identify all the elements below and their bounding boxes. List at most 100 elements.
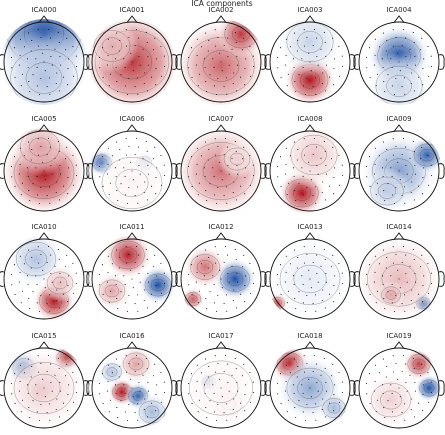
ear-left: [175, 54, 182, 70]
sensor-dot: [332, 146, 334, 148]
sensor-dot: [234, 357, 236, 360]
sensor-dot: [108, 411, 110, 413]
component-label: ICA004: [386, 6, 412, 14]
sensor-dot: [68, 384, 70, 386]
sensor-dot: [392, 355, 394, 357]
ear-left: [0, 163, 5, 179]
sensor-dot: [215, 310, 218, 313]
sensor-dot: [191, 185, 193, 188]
sensor-dot: [334, 275, 336, 277]
sensor-dot: [219, 161, 221, 163]
sensor-dot: [66, 363, 68, 365]
sensor-dot: [310, 179, 312, 181]
sensor-dot: [236, 173, 239, 175]
sensor-dot: [387, 400, 389, 402]
ear-right: [260, 54, 267, 70]
sensor-dot: [48, 294, 51, 296]
sensor-dot: [418, 185, 420, 187]
contour-line: [25, 249, 47, 269]
sensor-dot: [138, 254, 140, 256]
sensor-dot: [401, 44, 403, 47]
sensor-dot: [198, 399, 200, 401]
sensor-dot: [214, 154, 217, 156]
ear-left: [86, 380, 93, 396]
sensor-dot: [98, 382, 101, 385]
sensor-dot: [11, 393, 13, 395]
sensor-dot: [196, 271, 198, 273]
sensor-dot: [214, 45, 217, 47]
sensor-dot: [395, 403, 397, 406]
sensor-dot: [223, 44, 225, 47]
sensor-dot: [232, 300, 234, 302]
sensor-dot: [190, 373, 193, 375]
sensor-dot: [30, 50, 32, 52]
nose: [215, 341, 227, 349]
sensor-dot: [21, 73, 23, 75]
component-label: ICA008: [297, 115, 322, 123]
sensor-dot: [405, 381, 407, 384]
sensor-dot: [142, 374, 144, 376]
sensor-dot: [321, 192, 323, 194]
sensor-dot: [75, 381, 77, 383]
sensor-dot: [297, 256, 299, 258]
sensor-dot: [373, 281, 375, 283]
sensor-dot: [40, 403, 42, 406]
sensor-dot: [398, 170, 400, 172]
sensor-dot: [324, 150, 326, 152]
nose: [126, 15, 138, 23]
sensor-dot: [146, 150, 148, 152]
nose: [393, 124, 405, 132]
sensor-dot: [373, 173, 375, 175]
sensor-dot: [341, 65, 344, 68]
sensor-dot: [198, 290, 200, 292]
sensor-dot: [308, 52, 310, 54]
sensor-dot: [430, 272, 432, 274]
sensor-dot: [314, 403, 317, 405]
contour-line: [190, 254, 220, 280]
sensor-dot: [414, 281, 417, 283]
field-ica018: [267, 345, 353, 431]
sensor-dot: [42, 52, 44, 54]
contour-line: [279, 253, 341, 305]
field-ica010: [1, 236, 87, 322]
sensor-dot: [38, 310, 41, 313]
field-blob: [415, 374, 442, 402]
sensor-dot: [384, 307, 386, 310]
sensor-dot: [412, 31, 414, 34]
sensor-dot: [324, 258, 326, 260]
sensor-dot: [302, 283, 304, 286]
sensor-dot: [132, 70, 134, 72]
sensor-dot: [412, 140, 414, 143]
sensor-dot: [334, 167, 336, 169]
sensor-dot: [56, 72, 58, 74]
head-outline: [3, 130, 85, 212]
component-label: ICA001: [119, 6, 144, 14]
sensor-dot: [309, 170, 311, 172]
component-label: ICA000: [31, 6, 56, 14]
sensor-dot: [195, 173, 197, 175]
sensor-dot: [130, 269, 132, 271]
sensor-dot: [422, 177, 424, 179]
sensor-dot: [63, 293, 65, 295]
sensor-dot: [292, 58, 295, 60]
sensor-dot: [323, 248, 325, 251]
sensor-dot: [284, 281, 286, 283]
sensor-dot: [50, 55, 52, 58]
topomap-ica002: ICA002: [175, 6, 267, 105]
sensor-dot: [223, 370, 225, 373]
field-ica005: [1, 128, 87, 214]
sensor-dot: [10, 56, 13, 59]
sensor-dot: [399, 396, 401, 398]
sensor-dot: [72, 154, 74, 157]
sensor-dot: [365, 56, 368, 59]
sensor-dot: [392, 371, 395, 373]
sensor-dot: [383, 190, 385, 192]
sensor-dot: [392, 29, 394, 31]
sensor-dot: [423, 167, 425, 169]
sensor-dot: [195, 390, 197, 392]
sensor-dot: [205, 407, 207, 409]
field-blob: [117, 345, 155, 383]
ear-right: [171, 54, 178, 70]
sensor-dot: [107, 271, 109, 273]
sensor-dot: [391, 175, 393, 178]
